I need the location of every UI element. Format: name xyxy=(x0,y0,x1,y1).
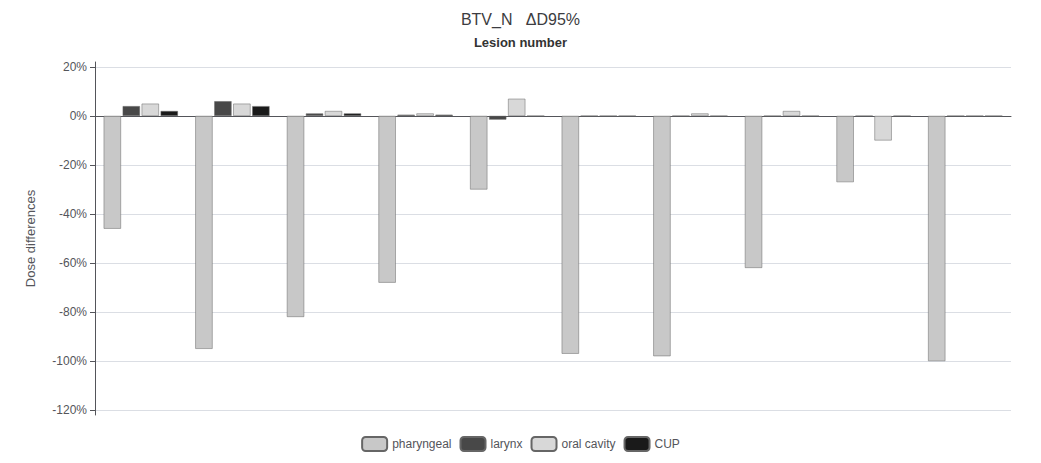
svg-text:20%: 20% xyxy=(63,60,87,74)
svg-text:-40%: -40% xyxy=(59,207,87,221)
svg-text:pharyngeal: pharyngeal xyxy=(392,437,451,451)
svg-text:-60%: -60% xyxy=(59,256,87,270)
svg-text:Dose differences: Dose differences xyxy=(23,189,38,287)
svg-text:BTV_N ΔD95%: BTV_N ΔD95% xyxy=(461,11,580,29)
svg-text:-20%: -20% xyxy=(59,158,87,172)
svg-text:larynx: larynx xyxy=(491,437,523,451)
svg-text:0%: 0% xyxy=(70,109,88,123)
svg-text:oral cavity: oral cavity xyxy=(562,437,616,451)
svg-text:-100%: -100% xyxy=(52,354,87,368)
svg-text:CUP: CUP xyxy=(655,437,680,451)
svg-text:-120%: -120% xyxy=(52,403,87,417)
svg-text:-80%: -80% xyxy=(59,305,87,319)
svg-text:Lesion number: Lesion number xyxy=(474,35,567,50)
